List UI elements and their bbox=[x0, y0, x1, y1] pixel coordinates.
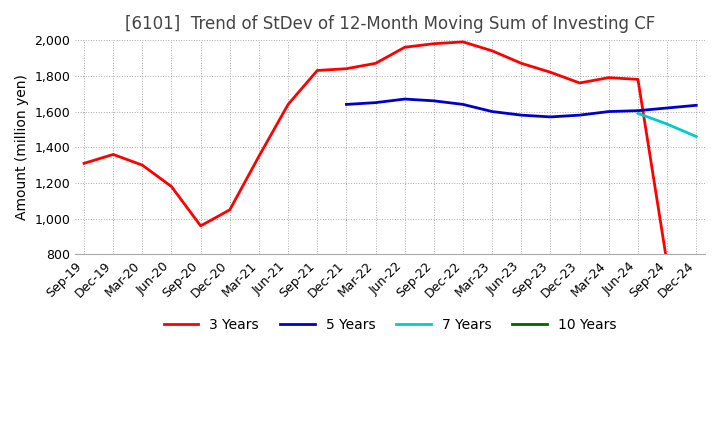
5 Years bbox=[575, 113, 584, 118]
5 Years bbox=[342, 102, 351, 107]
3 Years bbox=[400, 44, 409, 50]
3 Years bbox=[488, 48, 497, 54]
3 Years bbox=[663, 261, 672, 266]
3 Years bbox=[167, 184, 176, 189]
5 Years bbox=[517, 113, 526, 118]
7 Years bbox=[663, 121, 672, 127]
3 Years bbox=[284, 102, 292, 107]
5 Years bbox=[459, 102, 467, 107]
5 Years bbox=[692, 103, 701, 108]
Legend: 3 Years, 5 Years, 7 Years, 10 Years: 3 Years, 5 Years, 7 Years, 10 Years bbox=[158, 312, 622, 337]
5 Years bbox=[546, 114, 555, 120]
Line: 3 Years: 3 Years bbox=[84, 42, 667, 264]
7 Years bbox=[692, 134, 701, 139]
7 Years bbox=[634, 111, 642, 116]
3 Years bbox=[634, 77, 642, 82]
3 Years bbox=[430, 41, 438, 46]
3 Years bbox=[80, 161, 89, 166]
3 Years bbox=[109, 152, 117, 157]
5 Years bbox=[488, 109, 497, 114]
5 Years bbox=[372, 100, 380, 105]
3 Years bbox=[225, 207, 234, 213]
3 Years bbox=[546, 70, 555, 75]
5 Years bbox=[400, 96, 409, 102]
3 Years bbox=[342, 66, 351, 71]
3 Years bbox=[138, 162, 147, 168]
3 Years bbox=[372, 61, 380, 66]
3 Years bbox=[517, 61, 526, 66]
5 Years bbox=[634, 108, 642, 114]
3 Years bbox=[605, 75, 613, 80]
5 Years bbox=[605, 109, 613, 114]
Line: 5 Years: 5 Years bbox=[346, 99, 696, 117]
5 Years bbox=[663, 105, 672, 110]
3 Years bbox=[459, 39, 467, 44]
3 Years bbox=[197, 223, 205, 228]
3 Years bbox=[313, 68, 322, 73]
5 Years bbox=[430, 98, 438, 103]
Title: [6101]  Trend of StDev of 12-Month Moving Sum of Investing CF: [6101] Trend of StDev of 12-Month Moving… bbox=[125, 15, 655, 33]
3 Years bbox=[255, 154, 264, 159]
Y-axis label: Amount (million yen): Amount (million yen) bbox=[15, 74, 29, 220]
3 Years bbox=[575, 81, 584, 86]
Line: 7 Years: 7 Years bbox=[638, 114, 696, 136]
